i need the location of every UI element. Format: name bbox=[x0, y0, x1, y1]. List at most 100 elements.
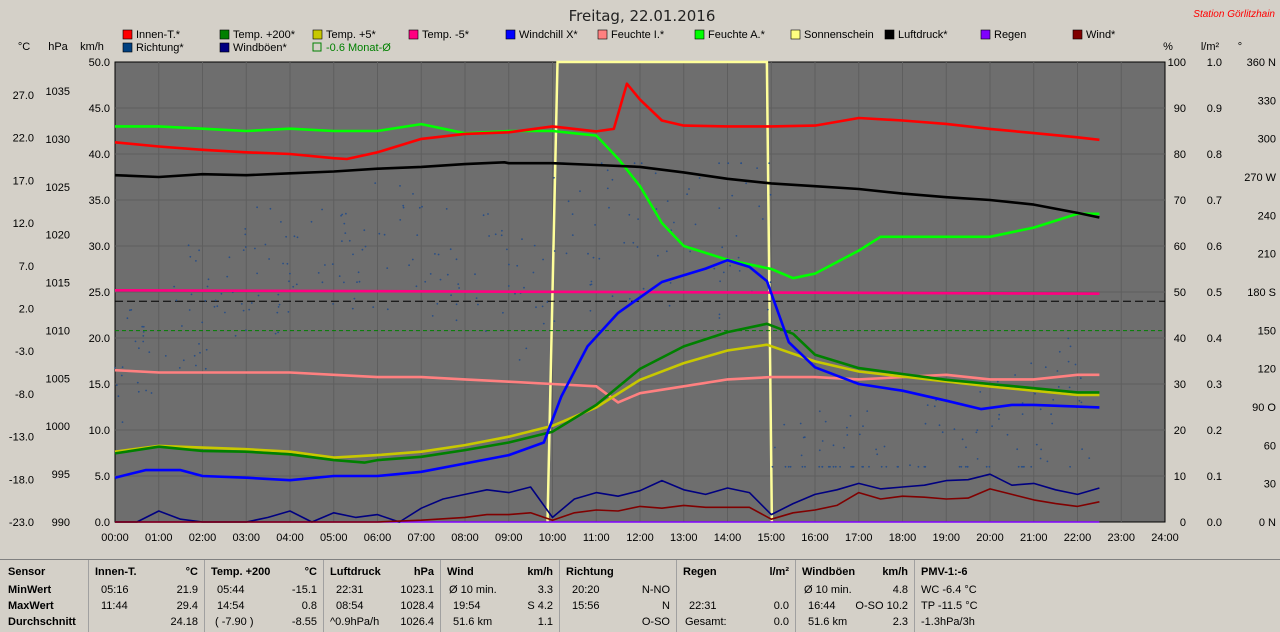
direction-dot bbox=[285, 235, 287, 238]
legend-label: Regen bbox=[994, 29, 1026, 41]
series-temp-5 bbox=[114, 288, 1100, 296]
direction-dot bbox=[474, 273, 476, 276]
direction-dot bbox=[142, 335, 145, 337]
legend-item: Temp. +200* bbox=[219, 29, 296, 41]
direction-dot bbox=[198, 343, 200, 345]
temp-tick-label: 12.0 bbox=[13, 218, 34, 230]
direction-dot bbox=[804, 465, 806, 468]
direction-dot bbox=[296, 236, 299, 239]
legend-swatch bbox=[790, 29, 801, 40]
direction-dot bbox=[136, 381, 139, 384]
x-tick-label: 14:00 bbox=[714, 532, 742, 544]
direction-tick-label: 210 bbox=[1258, 249, 1276, 261]
direction-dot bbox=[633, 162, 636, 165]
direction-dot bbox=[713, 267, 716, 270]
stats-regen-max-value: 0.0 bbox=[773, 600, 789, 612]
direction-dot bbox=[966, 465, 969, 468]
direction-dot bbox=[455, 258, 458, 261]
stats-wind-avg10-value: 3.3 bbox=[537, 584, 553, 596]
direction-dot bbox=[917, 465, 920, 468]
pressure-tick-label: 1020 bbox=[46, 230, 70, 242]
direction-dot bbox=[383, 233, 386, 236]
direction-dot bbox=[958, 465, 961, 468]
stats-wind-max-value: S 4.2 bbox=[527, 600, 553, 612]
direction-tick-label: 300 bbox=[1258, 134, 1276, 146]
direction-dot bbox=[553, 250, 556, 252]
direction-dot bbox=[418, 206, 421, 209]
direction-dot bbox=[800, 454, 803, 457]
direction-dot bbox=[213, 305, 216, 308]
legend-label: Windchill X* bbox=[519, 29, 578, 41]
stats-wind-avg10-label: Ø 10 min. bbox=[449, 584, 497, 596]
direction-dot bbox=[1067, 360, 1070, 363]
direction-dot bbox=[399, 185, 401, 187]
direction-dot bbox=[142, 325, 145, 328]
series-windb-en bbox=[115, 473, 1100, 523]
direction-dot bbox=[821, 440, 824, 442]
direction-dot bbox=[740, 162, 743, 165]
direction-dot bbox=[594, 224, 596, 226]
direction-dot bbox=[234, 334, 237, 337]
direction-dot bbox=[598, 257, 601, 260]
direction-dot bbox=[201, 321, 204, 324]
stats-regen-unit: l/m² bbox=[769, 566, 789, 578]
direction-dot bbox=[386, 267, 389, 269]
direction-dot bbox=[351, 307, 354, 310]
direction-dot bbox=[1039, 408, 1042, 411]
direction-dot bbox=[276, 311, 279, 314]
direction-dot bbox=[727, 162, 730, 165]
direction-dot bbox=[364, 245, 367, 248]
direction-dot bbox=[507, 285, 510, 287]
direction-dot bbox=[1046, 460, 1049, 463]
direction-dot bbox=[257, 294, 260, 297]
legend-swatch bbox=[884, 29, 895, 40]
pressure-tick-label: 1010 bbox=[46, 325, 70, 337]
legend-swatch bbox=[694, 29, 705, 40]
legend-label: Innen-T.* bbox=[136, 29, 181, 41]
direction-dot bbox=[1034, 392, 1036, 395]
x-tick-label: 08:00 bbox=[451, 532, 479, 544]
legend-label: Richtung* bbox=[136, 42, 184, 54]
direction-dot bbox=[850, 465, 852, 468]
direction-dot bbox=[348, 239, 351, 242]
temp-tick-label: -13.0 bbox=[9, 432, 34, 444]
direction-dot bbox=[960, 465, 963, 468]
direction-dot bbox=[487, 213, 489, 215]
x-tick-label: 04:00 bbox=[276, 532, 304, 544]
legend-item: Richtung* bbox=[122, 42, 184, 54]
direction-dot bbox=[402, 206, 405, 209]
direction-dot bbox=[924, 422, 927, 425]
stats-luftdruck-trend: ^0.9hPa/h bbox=[330, 616, 380, 628]
direction-dot bbox=[117, 395, 120, 398]
direction-dot bbox=[343, 281, 345, 284]
direction-dot bbox=[818, 449, 821, 452]
stats-wind-column: Wind km/h Ø 10 min. 3.3 19:54 S 4.2 51.6… bbox=[441, 560, 560, 632]
direction-dot bbox=[642, 287, 645, 290]
direction-dot bbox=[718, 317, 721, 319]
direction-dot bbox=[244, 233, 247, 236]
direction-tick-label: 270 W bbox=[1244, 172, 1276, 184]
legend-swatch bbox=[1072, 29, 1083, 40]
direction-dot bbox=[1078, 399, 1081, 402]
x-tick-label: 00:00 bbox=[101, 532, 129, 544]
legend-label: Temp. -5* bbox=[422, 29, 470, 41]
reference-lines bbox=[115, 300, 1165, 332]
direction-dot bbox=[784, 465, 787, 468]
rain-tick-label: 0.6 bbox=[1207, 241, 1222, 253]
direction-dot bbox=[254, 247, 256, 250]
direction-dot bbox=[849, 414, 852, 417]
rain-tick-label: 0.2 bbox=[1207, 425, 1222, 437]
direction-dot bbox=[402, 204, 405, 207]
direction-dot bbox=[220, 292, 223, 295]
direction-dot bbox=[288, 280, 290, 283]
axis-unit-labels: °C hPa km/h % l/m² ° bbox=[18, 41, 1242, 53]
direction-dot bbox=[287, 311, 290, 313]
direction-dot bbox=[769, 281, 772, 284]
direction-dot bbox=[880, 465, 883, 468]
speed-tick-label: 40.0 bbox=[89, 149, 110, 161]
direction-dot bbox=[190, 293, 193, 296]
direction-dot bbox=[608, 206, 610, 209]
direction-dot bbox=[244, 246, 247, 248]
speed-tick-label: 50.0 bbox=[89, 57, 110, 69]
direction-tick-label: 120 bbox=[1258, 364, 1276, 376]
